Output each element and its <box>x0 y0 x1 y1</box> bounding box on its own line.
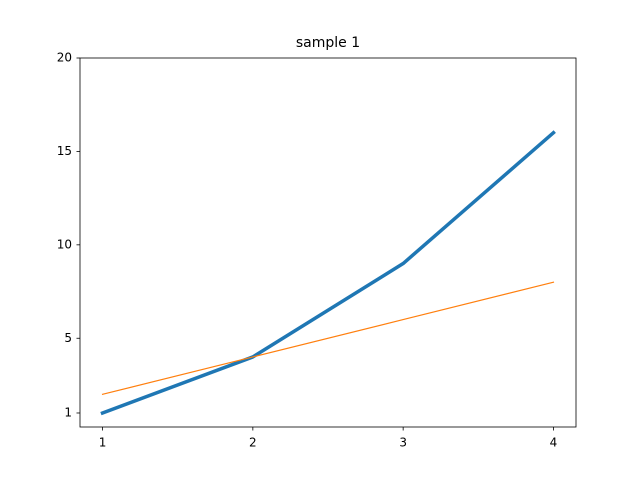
x-tick-label: 1 <box>99 436 107 450</box>
plot-frame <box>79 57 577 428</box>
y-tick-label: 10 <box>57 237 72 251</box>
chart-title: sample 1 <box>296 35 360 51</box>
x-tick-label: 2 <box>249 436 257 450</box>
x-tick-label: 4 <box>550 436 558 450</box>
line-series <box>100 130 556 416</box>
line-series <box>101 281 555 396</box>
y-tick-label: 20 <box>57 51 72 65</box>
y-tick-label: 5 <box>64 331 72 345</box>
y-tick-label: 1 <box>64 405 72 419</box>
x-tick-label: 3 <box>399 436 407 450</box>
y-tick-label: 15 <box>57 144 72 158</box>
